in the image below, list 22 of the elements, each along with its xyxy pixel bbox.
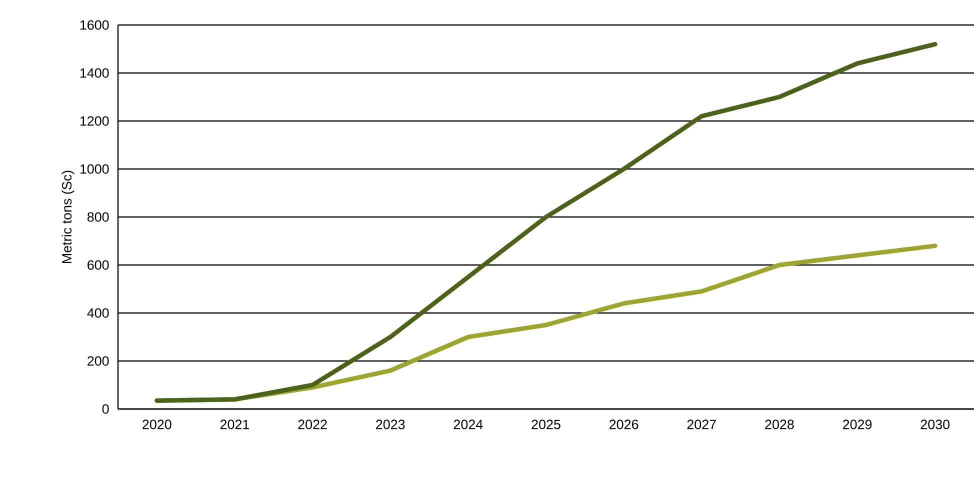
x-tick-label: 2024	[454, 420, 483, 430]
line-series	[154, 42, 938, 403]
y-tick-label: 1600	[80, 20, 109, 30]
y-tick-label: 200	[88, 356, 109, 366]
x-tick-label: 2029	[842, 420, 872, 430]
x-tick-label: 2030	[920, 420, 950, 430]
x-tick-label: 2025	[532, 420, 560, 430]
y-tick-label: 0	[102, 404, 109, 414]
y-tick-label: 400	[87, 308, 109, 318]
y-tick-label: 1400	[80, 68, 109, 78]
y-tick-label: 800	[87, 212, 109, 222]
y-tick-label: 1200	[80, 116, 109, 126]
x-tick-label: 2020	[142, 420, 172, 430]
y-axis-title: Metric tons (Sc)	[62, 170, 74, 263]
x-tick-label: 2027	[687, 420, 716, 430]
y-tick-label: 600	[88, 260, 109, 270]
x-tick-label: 2022	[298, 420, 327, 430]
x-tick-label: 2023	[376, 420, 405, 430]
x-tick-label: 2026	[610, 420, 638, 430]
x-tick-label: 2021	[220, 420, 250, 430]
y-tick-label: 1000	[80, 164, 109, 174]
x-tick-label: 2028	[765, 420, 794, 430]
